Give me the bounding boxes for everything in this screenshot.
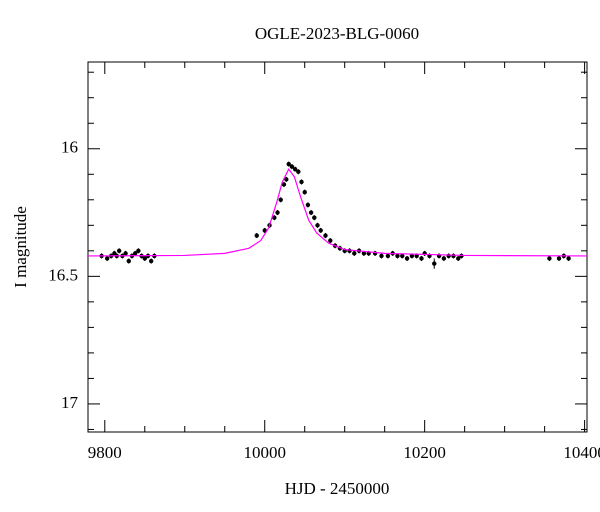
data-point	[286, 161, 291, 167]
data-point	[451, 253, 456, 259]
data-point	[441, 256, 447, 261]
data-point	[292, 166, 298, 172]
data-point	[328, 238, 333, 243]
data-point	[419, 256, 424, 261]
data-point	[284, 177, 289, 182]
data-point	[352, 251, 357, 256]
data-point	[272, 215, 277, 220]
data-point	[414, 253, 419, 259]
data-point	[312, 215, 317, 220]
chart-title: OGLE-2023-BLG-0060	[255, 24, 419, 43]
x-tick-label: 9800	[88, 443, 122, 462]
data-point	[254, 233, 259, 238]
data-point	[308, 210, 314, 215]
data-point	[432, 261, 437, 266]
data-point	[404, 256, 410, 261]
x-axis-label: HJD - 2450000	[285, 479, 390, 498]
y-tick-label: 16.5	[48, 265, 78, 284]
x-tick-label: 10000	[243, 443, 286, 462]
data-point	[126, 258, 131, 264]
data-point	[385, 253, 391, 259]
data-point	[278, 197, 283, 202]
y-tick-label: 17	[61, 393, 79, 412]
data-point	[275, 210, 280, 215]
data-point	[566, 256, 571, 261]
data-point	[302, 189, 307, 195]
data-point	[556, 256, 562, 261]
y-axis-label: I magnitude	[11, 206, 30, 288]
data-point	[409, 253, 415, 259]
y-tick-label: 16	[61, 138, 78, 157]
data-point	[281, 182, 287, 187]
data-point	[116, 248, 122, 254]
data-point	[395, 253, 400, 259]
x-tick-label: 10400	[563, 443, 600, 462]
data-point	[361, 251, 367, 256]
data-point	[400, 253, 405, 259]
data-point	[136, 248, 141, 254]
data-point	[547, 256, 552, 261]
data-point	[456, 256, 461, 261]
data-point	[315, 223, 320, 228]
data-point	[305, 202, 311, 208]
plot-frame	[87, 61, 588, 433]
data-point	[132, 251, 138, 256]
data-point	[296, 169, 301, 174]
data-point	[379, 253, 384, 259]
x-tick-label: 10200	[403, 443, 446, 462]
data-point	[318, 228, 323, 233]
data-point	[323, 233, 328, 238]
data-point	[142, 256, 147, 261]
data-point	[289, 164, 295, 169]
data-point	[148, 258, 154, 264]
model-curve	[87, 168, 588, 257]
data-point	[123, 251, 128, 256]
data-point	[299, 179, 304, 185]
data-point	[104, 256, 110, 261]
